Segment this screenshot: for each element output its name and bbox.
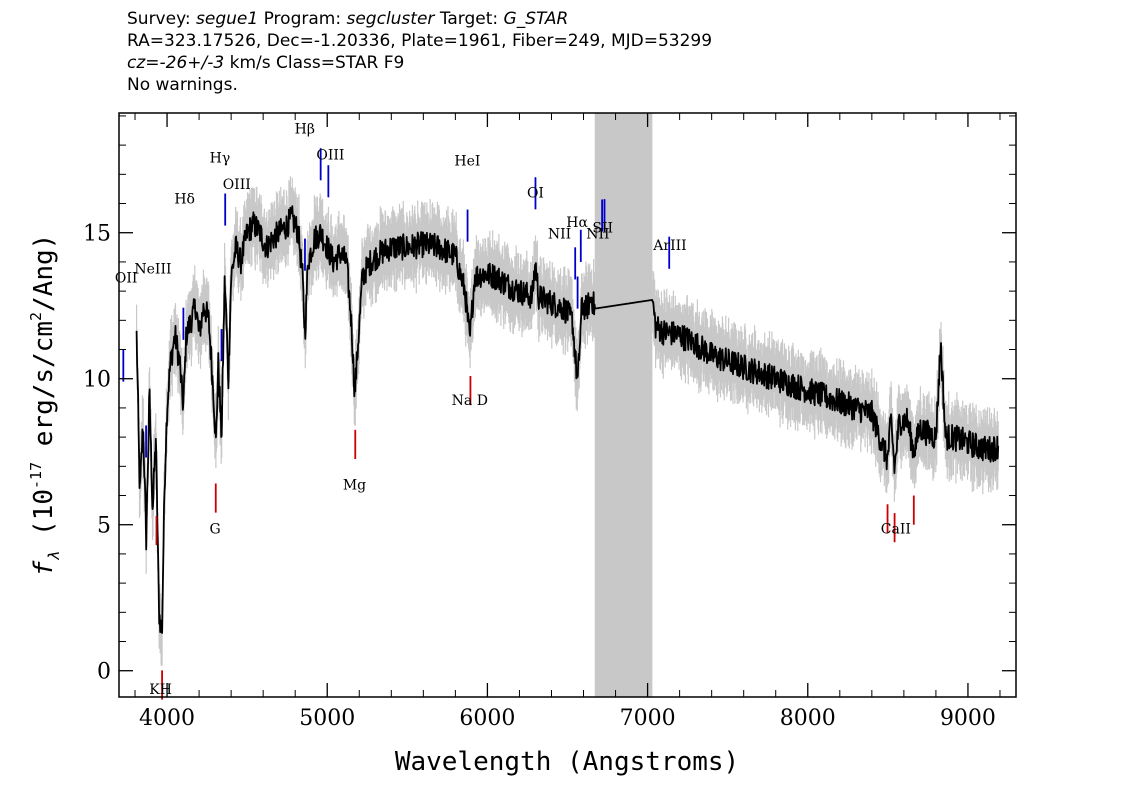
- survey-value: segue1: [196, 9, 259, 29]
- y-axis-label-exp: -17: [27, 462, 45, 489]
- target-value: G_STAR: [503, 9, 569, 29]
- y-tick-label: 10: [83, 368, 111, 393]
- y-axis-label-open: (10: [29, 489, 59, 536]
- line-label-mg: Mg: [343, 478, 366, 494]
- masked-region: [594, 113, 653, 697]
- line-label-g: G: [210, 521, 221, 537]
- line-label-oi: OI: [527, 186, 544, 202]
- y-axis-label-sub: λ: [45, 552, 63, 561]
- y-axis-label-f: f: [29, 560, 59, 576]
- x-tick-label: 7000: [620, 706, 676, 731]
- flux-line: [135, 205, 1000, 634]
- line-label-caii: CaII: [881, 521, 911, 537]
- line-label-hγ: Hγ: [210, 151, 231, 167]
- y-tick-label: 15: [83, 222, 111, 247]
- x-axis-label: Wavelength (Angstroms): [395, 747, 739, 777]
- spectrum-header: Survey: segue1 Program: segcluster Targe…: [127, 8, 712, 96]
- line-label-oiii: OIII: [223, 177, 251, 193]
- y-axis-label-rest: erg/s/cm: [29, 321, 59, 446]
- target-label: Target:: [439, 9, 499, 29]
- line-label-hei: HeI: [454, 154, 480, 170]
- line-label-kh: KH: [149, 682, 172, 698]
- line-label-sii: SII: [592, 221, 613, 237]
- y-axis-label-exp2: 2: [27, 312, 45, 321]
- y-tick-label: 0: [97, 660, 111, 685]
- program-value: segcluster: [346, 9, 435, 29]
- line-label-oiii: OIII: [316, 148, 344, 164]
- cz-label: cz=: [127, 53, 160, 73]
- header-line-redshift: cz=-26+/-3 km/s Class=STAR F9: [127, 52, 712, 74]
- x-tick-label: 6000: [459, 706, 515, 731]
- x-tick-label: 5000: [299, 706, 355, 731]
- class-text: Class=STAR F9: [276, 53, 405, 73]
- x-tick-label: 4000: [139, 706, 195, 731]
- cz-unit: km/s: [229, 53, 271, 73]
- y-axis-label: fλ (10-17 erg/s/cm2/Ang): [27, 234, 63, 577]
- line-label-hβ: Hβ: [295, 121, 315, 137]
- line-label-nii: NII: [586, 227, 609, 243]
- x-tick-label: 8000: [780, 706, 836, 731]
- survey-label: Survey:: [127, 9, 191, 29]
- y-tick-label: 5: [97, 514, 111, 539]
- header-line-warnings: No warnings.: [127, 75, 238, 95]
- line-label-hδ: Hδ: [174, 192, 195, 208]
- plot-frame: [118, 112, 1017, 698]
- line-label-neiii: NeIII: [134, 262, 171, 278]
- y-axis-label-tail: /Ang): [29, 234, 59, 312]
- cz-value: -26+/-3: [159, 53, 225, 73]
- line-label-oii: OII: [115, 270, 138, 286]
- line-label-na-d: Na D: [452, 393, 488, 409]
- program-label: Program:: [263, 9, 342, 29]
- header-line-coordinates: RA=323.17526, Dec=-1.20336, Plate=1961, …: [127, 31, 713, 51]
- line-label-hα: Hα: [566, 215, 588, 231]
- line-label-ariii: ArIII: [652, 238, 686, 254]
- line-label-nii: NII: [548, 227, 571, 243]
- header-line-survey: Survey: segue1 Program: segcluster Targe…: [127, 8, 712, 30]
- x-tick-label: 9000: [940, 706, 996, 731]
